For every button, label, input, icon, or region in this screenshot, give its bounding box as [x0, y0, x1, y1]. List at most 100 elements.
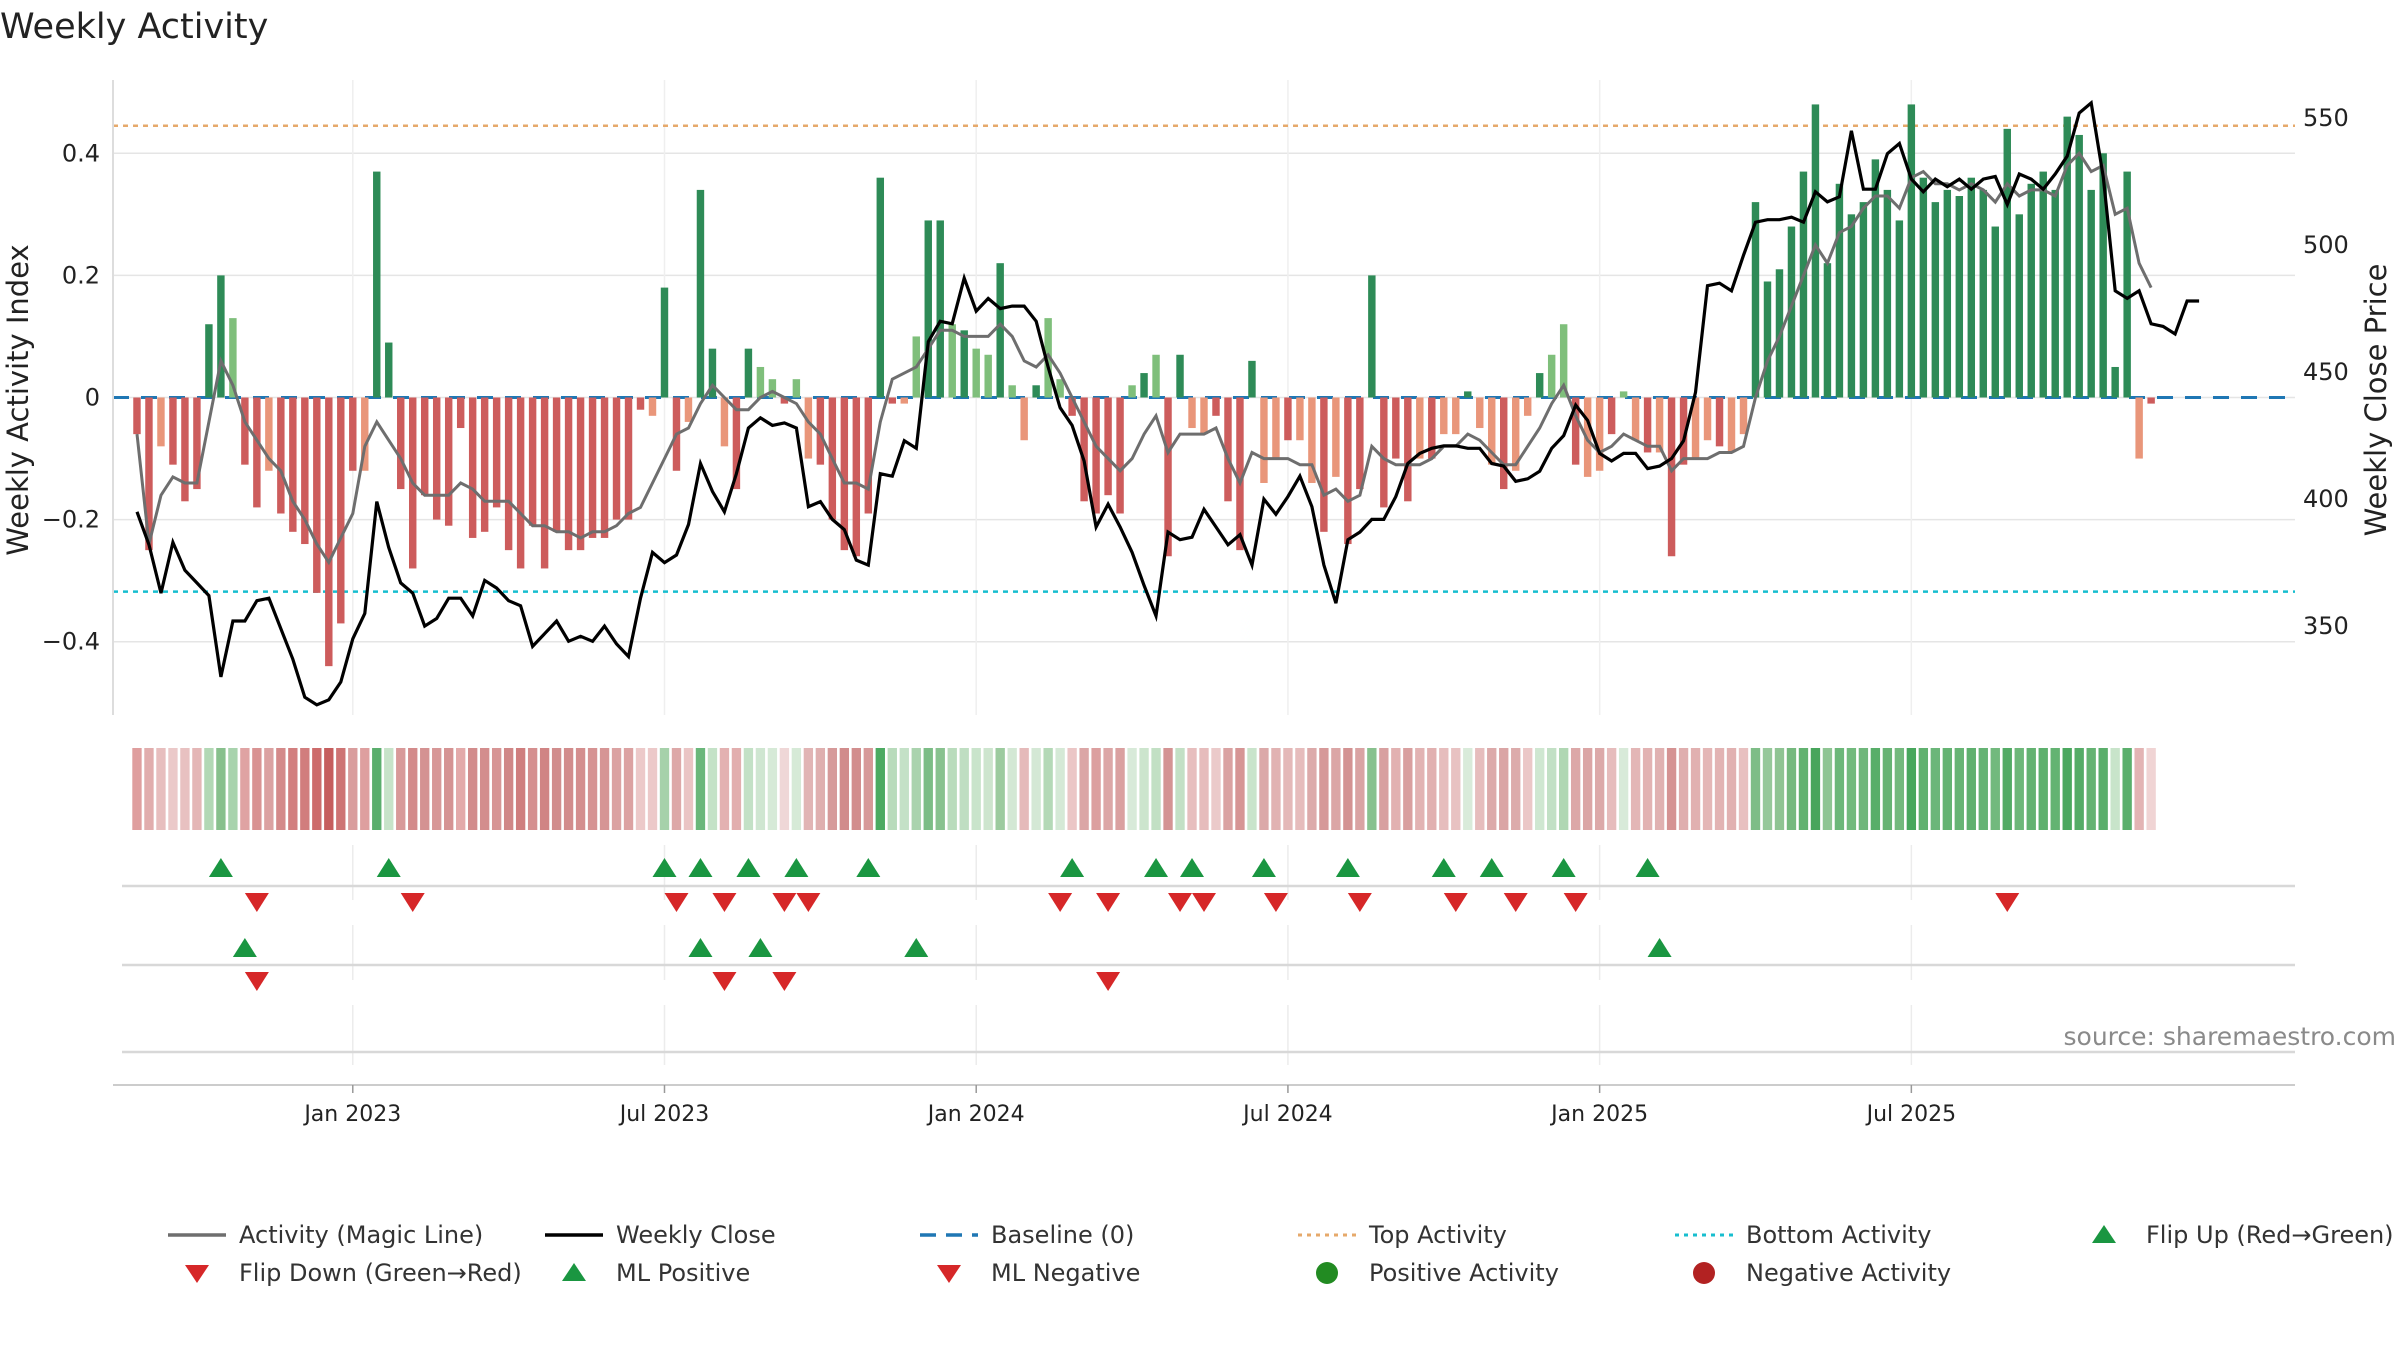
- activity-bar: [1164, 397, 1172, 557]
- flip-up-marker: [688, 858, 713, 877]
- activity-bar: [313, 397, 321, 593]
- left-tick-label: 0.2: [62, 261, 100, 289]
- activity-bar: [804, 397, 813, 459]
- strip-cell: [1726, 748, 1737, 830]
- strip-cell: [1343, 748, 1353, 830]
- legend-label: Negative Activity: [1746, 1259, 1951, 1287]
- activity-bar: [1332, 397, 1340, 477]
- strip-cell: [1954, 748, 1964, 830]
- activity-bar: [1308, 397, 1316, 483]
- activity-bar: [1667, 397, 1676, 557]
- legend-item-close: Weekly Close: [545, 1221, 776, 1249]
- activity-bar: [984, 354, 992, 398]
- activity-bar: [768, 379, 777, 398]
- activity-bar: [1356, 397, 1364, 490]
- flip-up-marker: [1144, 858, 1169, 877]
- activity-bar: [1571, 397, 1580, 465]
- legend-label: Flip Up (Red→Green): [2146, 1221, 2394, 1249]
- weekly-close-line: [135, 99, 2200, 707]
- strip-cell: [1451, 748, 1461, 830]
- activity-bar: [816, 397, 825, 465]
- strip-cell: [240, 748, 250, 830]
- strip-cell: [623, 748, 634, 830]
- strip-cell: [1535, 748, 1545, 830]
- strip-cell: [1223, 748, 1233, 830]
- activity-bar: [1212, 397, 1220, 416]
- legend-label: Top Activity: [1368, 1221, 1507, 1249]
- x-tick-label: Jan 2025: [1549, 1102, 1648, 1127]
- ml-positive-marker: [1647, 938, 1672, 957]
- right-axis-label: Weekly Close Price: [2359, 264, 2393, 537]
- strip-cell: [1019, 748, 1029, 830]
- flip-down-marker: [772, 893, 797, 912]
- ml-negative-marker: [772, 972, 797, 991]
- activity-bar: [2099, 153, 2107, 398]
- strip-cell: [2014, 748, 2024, 830]
- legend-item-mlpos: ML Positive: [562, 1259, 750, 1287]
- strip-cell: [1415, 748, 1425, 830]
- activity-bar: [612, 397, 621, 520]
- activity-bar: [1847, 214, 1856, 398]
- chart-legend: Activity (Magic Line) Weekly Close Baselin…: [168, 1221, 2394, 1287]
- strip-cell: [1678, 748, 1689, 830]
- flip-down-marker: [1168, 893, 1193, 912]
- activity-bar: [564, 397, 573, 551]
- activity-color-strip: [132, 748, 2156, 830]
- strip-cell: [947, 748, 957, 830]
- legend-item-negact: Negative Activity: [1693, 1259, 1951, 1287]
- left-tick-label: 0: [85, 384, 100, 412]
- ml-positive-marker: [232, 938, 257, 957]
- strip-cell: [144, 748, 154, 830]
- strip-cell: [779, 748, 790, 830]
- flip-down-marker: [400, 893, 425, 912]
- x-tick-label: Jul 2025: [1865, 1102, 1957, 1127]
- activity-bar: [277, 397, 285, 514]
- activity-bar: [2063, 116, 2071, 398]
- activity-magic-line: [135, 150, 2153, 566]
- strip-cell: [2110, 748, 2120, 830]
- flip-up-marker: [1180, 858, 1205, 877]
- activity-bar: [996, 263, 1004, 398]
- strip-cell: [1858, 748, 1869, 830]
- activity-bar: [1823, 263, 1832, 398]
- activity-bar: [1380, 397, 1388, 508]
- signal-marker-panels: [122, 845, 2295, 1065]
- strip-cell: [1007, 748, 1017, 830]
- activity-bar: [876, 177, 885, 398]
- strip-cell: [827, 748, 838, 830]
- legend-label: Activity (Magic Line): [239, 1221, 483, 1249]
- legend-label: Positive Activity: [1369, 1259, 1559, 1287]
- activity-bar: [1284, 397, 1292, 441]
- activity-bar: [1296, 397, 1304, 441]
- activity-bar: [1224, 397, 1232, 502]
- activity-bar: [660, 287, 669, 398]
- flip-down-marker: [1048, 893, 1073, 912]
- activity-bar: [229, 318, 237, 398]
- activity-bar: [1895, 220, 1904, 398]
- activity-bar: [1607, 397, 1616, 435]
- strip-cell: [2038, 748, 2048, 830]
- strip-cell: [2086, 748, 2096, 830]
- activity-bar: [1368, 275, 1376, 398]
- right-tick-label: 400: [2303, 485, 2349, 513]
- activity-bar: [516, 397, 525, 569]
- activity-bar: [193, 397, 201, 490]
- strip-cell: [156, 748, 166, 830]
- activity-bar: [780, 397, 789, 404]
- chart-title: Weekly Activity: [0, 7, 268, 47]
- right-tick-label: 500: [2303, 231, 2349, 259]
- activity-bar: [2087, 189, 2095, 398]
- strip-cell: [587, 748, 598, 830]
- legend-swatch-circle: [1316, 1262, 1338, 1284]
- legend-item-bottom: Bottom Activity: [1675, 1221, 1931, 1249]
- activity-bar: [456, 397, 465, 429]
- strip-cell: [1762, 748, 1773, 830]
- strip-cell: [1475, 748, 1485, 830]
- ml-negative-marker: [1096, 972, 1121, 991]
- activity-bar: [468, 397, 477, 538]
- strip-cell: [719, 748, 730, 830]
- left-tick-label: 0.4: [62, 139, 100, 167]
- activity-bar: [492, 397, 501, 508]
- strip-cell: [683, 748, 694, 830]
